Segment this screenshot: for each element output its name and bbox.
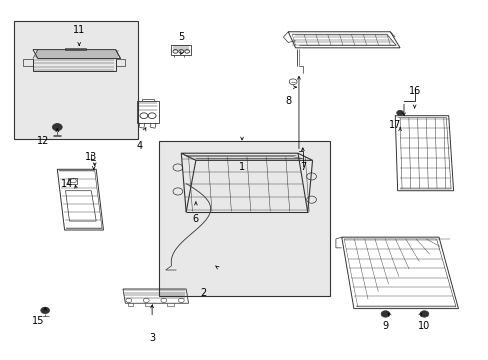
Text: 8: 8: [285, 96, 291, 107]
Text: 15: 15: [32, 316, 44, 326]
Text: 5: 5: [178, 32, 184, 42]
Text: 16: 16: [407, 86, 420, 96]
Circle shape: [52, 123, 62, 131]
Circle shape: [419, 311, 428, 317]
Text: 2: 2: [200, 288, 206, 297]
Text: 1: 1: [239, 162, 244, 172]
Text: 9: 9: [382, 321, 388, 332]
Circle shape: [396, 111, 403, 115]
Text: 7: 7: [299, 162, 305, 172]
Text: 11: 11: [73, 25, 85, 35]
Text: 3: 3: [149, 333, 155, 343]
Circle shape: [41, 307, 49, 314]
Text: 12: 12: [37, 136, 49, 146]
Bar: [14, 21, 137, 139]
Text: 17: 17: [388, 120, 401, 130]
Text: 10: 10: [417, 321, 429, 332]
Circle shape: [380, 311, 389, 317]
Text: 14: 14: [61, 179, 73, 189]
Text: 6: 6: [192, 214, 199, 224]
Text: 4: 4: [137, 141, 142, 151]
Bar: [159, 141, 329, 296]
Text: 13: 13: [85, 152, 97, 162]
